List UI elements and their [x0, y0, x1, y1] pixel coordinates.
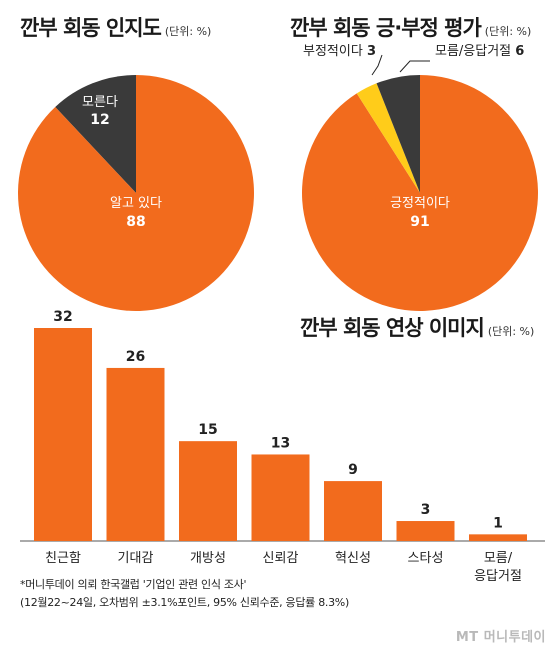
- bar-category-7: 모름/: [484, 551, 513, 566]
- image-title-text: 깐부 회동 연상 이미지: [300, 316, 485, 340]
- bar-category-3: 개방성: [190, 551, 226, 566]
- pie-slice-negative: [356, 83, 420, 193]
- bar-5: [324, 481, 382, 541]
- bar-category-6: 스타성: [408, 551, 444, 566]
- bar-category-1: 친근함: [45, 551, 81, 566]
- bar-7: [469, 534, 527, 541]
- slice-label-aware: 알고 있다: [110, 196, 162, 211]
- slice-value-negative: 3: [367, 44, 376, 59]
- bar-2: [106, 367, 165, 541]
- bar-4: [251, 454, 310, 541]
- bar-value-5: 9: [348, 462, 358, 478]
- slice-value-positive: 91: [410, 214, 429, 230]
- slice-value-aware: 88: [126, 214, 145, 230]
- footnote-line-2: (12월22~24일, 오차범위 ±3.1%포인트, 95% 신뢰수준, 응답률…: [20, 596, 349, 609]
- evaluation-title: 깐부 회동 긍·부정 평가 (단위: %): [290, 12, 531, 42]
- footnote-line-1: *머니투데이 의뢰 한국갤럽 '기업인 관련 인식 조사': [20, 578, 247, 591]
- publisher-logo: MT 머니투데이: [455, 630, 546, 645]
- bar-value-2: 26: [126, 349, 145, 365]
- pie-slice-dontknow: [376, 75, 420, 193]
- bar-category-2: 기대감: [118, 551, 154, 566]
- slice-label-unaware: 모른다: [82, 95, 118, 110]
- bar-6: [396, 521, 455, 541]
- bar-value-3: 15: [198, 422, 217, 438]
- bar-1: [34, 328, 92, 541]
- bar-category-4: 신뢰감: [263, 551, 299, 566]
- bar-value-6: 3: [421, 502, 431, 518]
- evaluation-unit: (단위: %): [484, 25, 532, 38]
- slice-value-dontknow: 6: [515, 44, 524, 59]
- bar-value-7: 1: [493, 515, 503, 531]
- bar-3: [179, 441, 237, 541]
- bar-category-7-line2: 응답거절: [474, 569, 522, 584]
- slice-value-unaware: 12: [90, 112, 109, 128]
- leader-line-dontknow: [399, 60, 430, 73]
- image-unit: (단위: %): [487, 325, 535, 338]
- evaluation-title-text: 깐부 회동 긍·부정 평가: [290, 16, 482, 40]
- awareness-title-text: 깐부 회동 인지도: [20, 16, 162, 40]
- bar-value-1: 32: [53, 309, 72, 325]
- bar-category-5: 혁신성: [335, 551, 371, 566]
- awareness-unit: (단위: %): [164, 25, 212, 38]
- leader-line-negative: [371, 54, 383, 76]
- pie-slice-aware: [17, 75, 255, 311]
- bar-value-4: 13: [271, 435, 290, 451]
- slice-label-negative: 부정적이다 3: [303, 44, 376, 59]
- image-title: 깐부 회동 연상 이미지 (단위: %): [300, 312, 534, 342]
- pie-slice-unaware: [55, 75, 136, 193]
- slice-label-dontknow: 모름/응답거절 6: [435, 44, 524, 59]
- awareness-title: 깐부 회동 인지도 (단위: %): [20, 12, 211, 42]
- slice-label-positive: 긍정적이다: [390, 196, 450, 211]
